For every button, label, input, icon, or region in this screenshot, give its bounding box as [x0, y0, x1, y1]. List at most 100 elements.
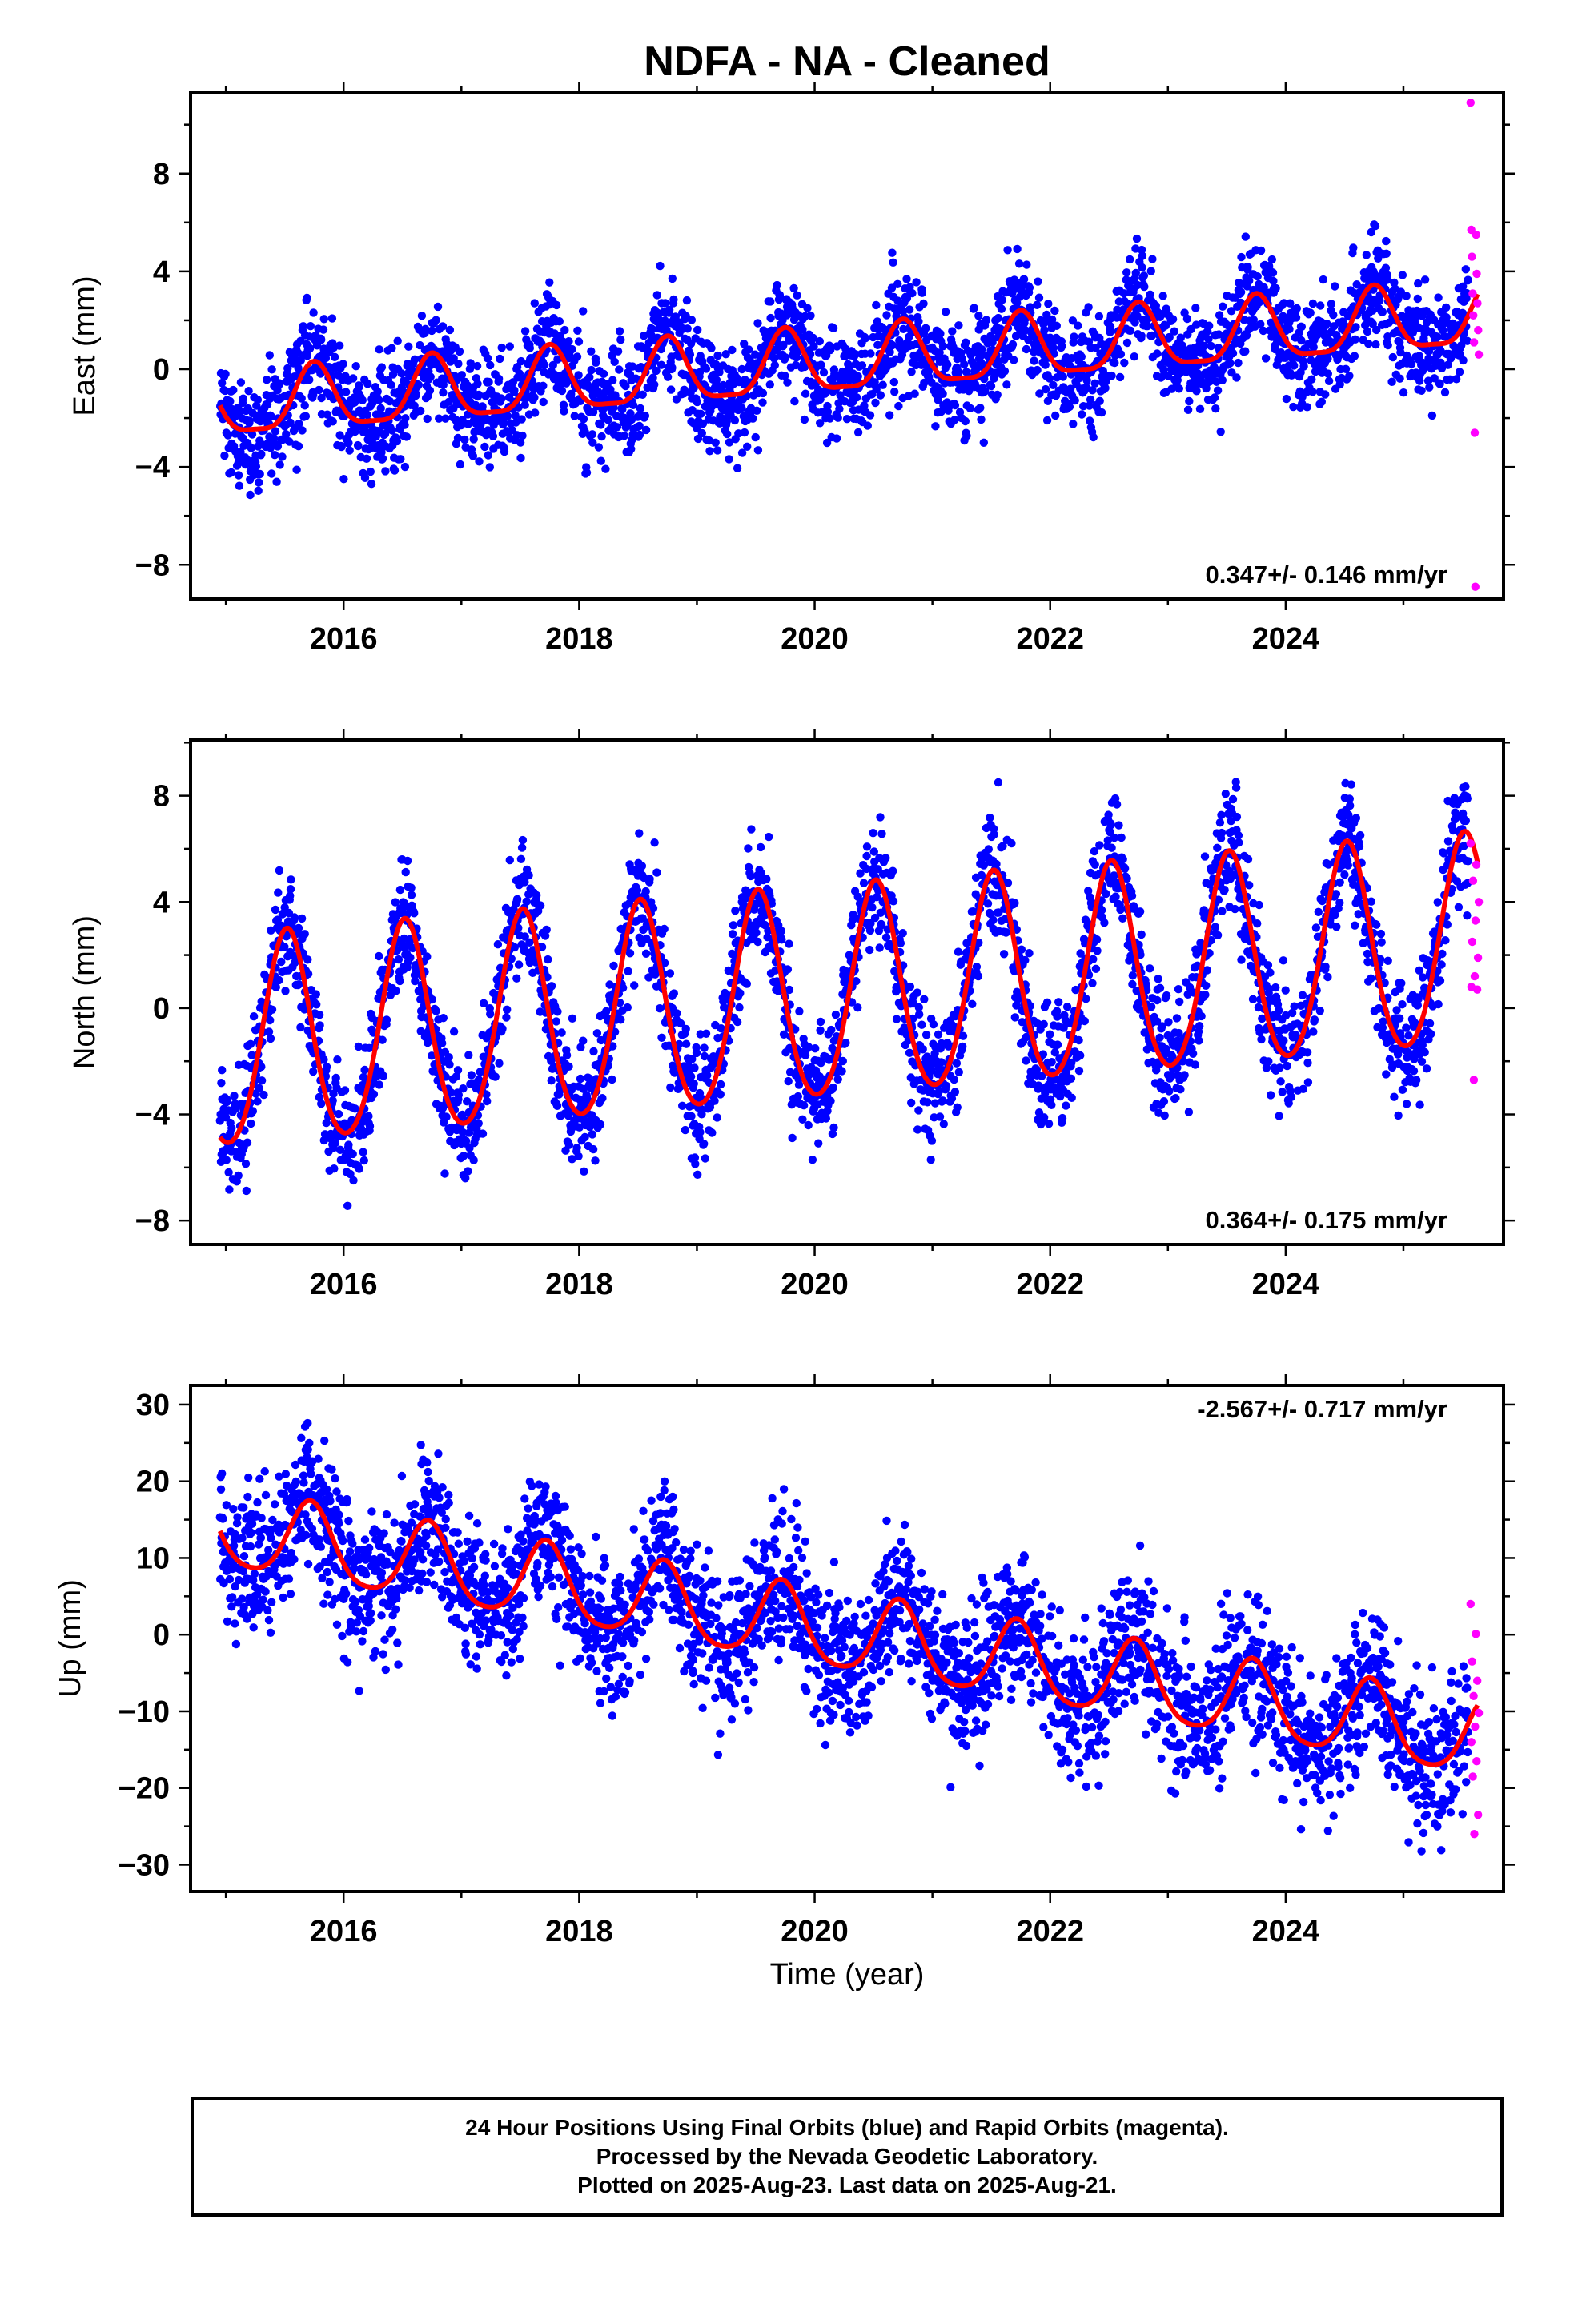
final-orbit-point: [881, 854, 890, 862]
final-orbit-point: [309, 308, 318, 317]
final-orbit-point: [480, 999, 488, 1008]
final-orbit-point: [648, 324, 656, 334]
final-orbit-point: [598, 1094, 607, 1103]
final-orbit-point: [623, 1003, 632, 1012]
final-orbit-point: [351, 1104, 359, 1113]
final-orbit-point: [516, 854, 526, 864]
final-orbit-point: [360, 473, 370, 482]
final-orbit-point: [582, 468, 592, 477]
final-orbit-point: [713, 1113, 721, 1122]
final-orbit-point: [375, 951, 383, 961]
final-orbit-point: [280, 943, 289, 951]
final-orbit-point: [747, 825, 756, 834]
final-orbit-point: [972, 963, 982, 971]
final-orbit-point: [484, 451, 492, 460]
final-orbit-point: [445, 325, 455, 335]
final-orbit-point: [1218, 376, 1227, 384]
final-orbit-point: [218, 379, 227, 388]
final-orbit-point: [719, 380, 728, 390]
final-orbit-point: [996, 324, 1005, 333]
final-orbit-point: [668, 274, 677, 283]
final-orbit-point: [469, 435, 478, 444]
final-orbit-point: [381, 467, 390, 476]
final-orbit-point: [790, 396, 799, 406]
final-orbit-point: [798, 1115, 807, 1124]
final-orbit-point: [632, 886, 642, 895]
final-orbit-point: [267, 469, 276, 478]
final-orbit-point: [235, 481, 244, 490]
final-orbit-point: [588, 438, 597, 447]
final-orbit-point: [445, 1060, 454, 1069]
final-orbit-point: [905, 305, 914, 314]
final-orbit-point: [762, 875, 771, 883]
final-orbit-point: [954, 947, 963, 956]
final-orbit-point: [1387, 377, 1396, 386]
final-orbit-point: [1371, 340, 1380, 349]
final-orbit-point: [713, 351, 722, 360]
final-orbit-point: [888, 248, 897, 257]
final-orbit-point: [227, 468, 236, 477]
final-orbit-point: [426, 372, 435, 381]
final-orbit-point: [729, 921, 738, 930]
final-orbit-point: [868, 903, 877, 912]
final-orbit-point: [574, 1152, 583, 1161]
final-orbit-point: [589, 1047, 598, 1056]
final-orbit-point: [611, 391, 620, 400]
final-orbit-point: [615, 365, 624, 374]
final-orbit-point: [339, 475, 348, 484]
final-orbit-point: [531, 408, 540, 417]
final-orbit-point: [1383, 332, 1392, 341]
final-orbit-point: [981, 387, 990, 396]
final-orbit-point: [1415, 352, 1424, 360]
final-orbit-point: [547, 982, 556, 991]
final-orbit-point: [837, 1067, 846, 1076]
final-orbit-point: [373, 387, 382, 396]
final-orbit-point: [816, 1017, 825, 1027]
final-orbit-point: [745, 345, 753, 354]
final-orbit-point: [681, 1125, 690, 1135]
final-orbit-point: [1113, 305, 1122, 314]
final-orbit-point: [871, 398, 880, 408]
final-orbit-point: [862, 851, 871, 861]
final-orbit-point: [555, 317, 564, 326]
final-orbit-point: [300, 401, 309, 410]
final-orbit-point: [1227, 307, 1236, 316]
final-orbit-point: [1382, 236, 1391, 246]
final-orbit-point: [525, 938, 534, 947]
final-orbit-point: [1058, 342, 1066, 351]
final-orbit-point: [343, 1201, 352, 1211]
final-orbit-point: [1335, 380, 1344, 389]
final-orbit-point: [1116, 350, 1126, 359]
final-orbit-point: [907, 368, 916, 376]
final-orbit-point: [271, 905, 280, 915]
final-orbit-point: [1286, 299, 1295, 308]
final-orbit-point: [753, 446, 763, 455]
final-orbit-point: [433, 302, 443, 312]
final-orbit-point: [1070, 332, 1078, 341]
final-orbit-point: [323, 410, 332, 419]
final-orbit-point: [518, 835, 528, 845]
final-orbit-point: [1446, 354, 1456, 363]
final-orbit-point: [406, 953, 415, 962]
final-orbit-point: [227, 1147, 236, 1156]
final-orbit-point: [814, 1139, 823, 1148]
final-orbit-point: [368, 399, 377, 408]
final-orbit-point: [407, 883, 416, 892]
final-orbit-point: [635, 421, 644, 431]
final-orbit-point: [1324, 376, 1334, 385]
final-orbit-point: [994, 778, 1003, 787]
final-orbit-point: [1372, 325, 1381, 335]
final-orbit-point: [712, 376, 721, 384]
final-orbit-point: [574, 337, 584, 346]
final-orbit-point: [927, 1136, 937, 1145]
final-orbit-point: [1051, 411, 1060, 420]
final-orbit-point: [938, 1096, 947, 1105]
final-orbit-point: [1043, 396, 1053, 405]
final-orbit-point: [380, 429, 390, 439]
final-orbit-point: [1399, 388, 1408, 397]
final-orbit-point: [993, 390, 1002, 400]
final-orbit-point: [249, 1012, 259, 1021]
final-orbit-point: [620, 432, 628, 440]
final-orbit-point: [693, 397, 701, 407]
